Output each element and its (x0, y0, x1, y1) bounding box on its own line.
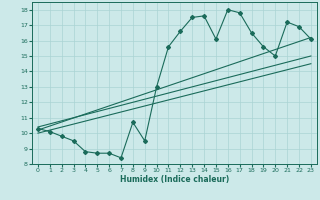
X-axis label: Humidex (Indice chaleur): Humidex (Indice chaleur) (120, 175, 229, 184)
